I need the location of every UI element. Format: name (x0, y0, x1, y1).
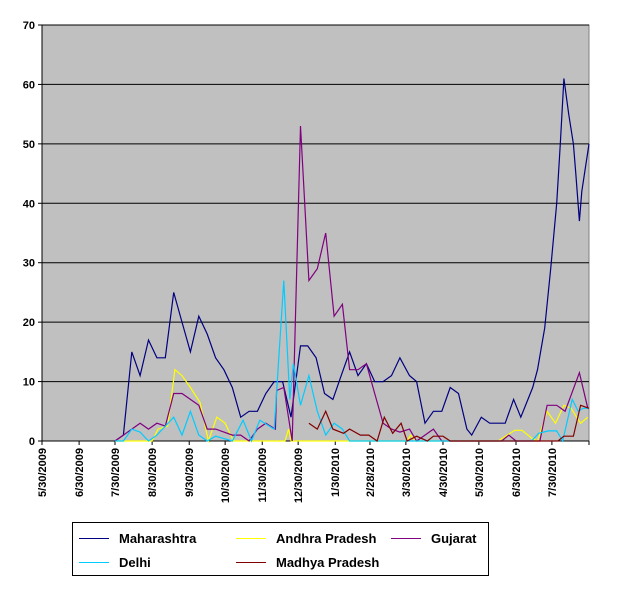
x-tick-label: 3/30/2010 (401, 448, 413, 497)
legend-item-madhya-pradesh: Madhya Pradesh (236, 554, 379, 570)
y-tick-label: 60 (23, 79, 35, 91)
x-tick-label: 2/28/2010 (365, 448, 377, 497)
x-tick-label: 8/30/2009 (147, 448, 159, 497)
legend-swatch (79, 537, 109, 539)
y-tick-label: 20 (23, 317, 35, 329)
x-tick-label: 4/30/2010 (438, 448, 450, 497)
legend-label: Gujarat (431, 530, 477, 546)
legend-item-andhra-pradesh: Andhra Pradesh (236, 530, 376, 546)
legend-swatch (236, 537, 266, 539)
legend-swatch (236, 561, 266, 563)
series-line-madhya-pradesh (308, 404, 590, 442)
x-tick-label: 5/30/2010 (474, 448, 486, 497)
x-tick-label: 7/30/2010 (547, 448, 559, 497)
y-tick-label: 70 (23, 20, 35, 32)
x-tick-label: 1/30/2010 (330, 448, 342, 497)
legend-label: Delhi (119, 554, 151, 570)
legend-label: Maharashtra (119, 530, 197, 546)
legend: Maharashtra Andhra Pradesh Gujarat Delhi… (72, 522, 489, 576)
x-tick-label: 5/30/2009 (37, 448, 49, 497)
series-line-maharashtra (114, 78, 590, 442)
x-tick-label: 7/30/2009 (110, 448, 122, 497)
x-tick-label: 9/30/2009 (184, 448, 196, 497)
legend-swatch (391, 537, 421, 539)
y-tick-label: 30 (23, 258, 35, 270)
legend-item-maharashtra: Maharashtra (79, 530, 196, 546)
legend-item-delhi: Delhi (79, 554, 151, 570)
legend-label: Madhya Pradesh (276, 554, 380, 570)
legend-item-gujarat: Gujarat (391, 530, 477, 546)
legend-swatch (79, 561, 109, 563)
x-tick-label: 11/30/2009 (257, 448, 269, 502)
x-tick-label: 10/30/2009 (220, 448, 232, 503)
x-tick-label: 6/30/2009 (74, 448, 86, 497)
legend-label: Andhra Pradesh (276, 530, 377, 546)
x-tick-label: 12/30/2009 (293, 448, 305, 503)
x-tick-label: 6/30/2010 (511, 448, 523, 497)
y-tick-label: 40 (23, 198, 35, 210)
series-line-andhra-pradesh (115, 368, 589, 444)
line-chart: 0 10 20 30 40 50 60 70 5/30/2009 6/30/2009 7/30/20… (23, 20, 590, 503)
y-tick-label: 10 (23, 377, 35, 389)
series-line-delhi (115, 280, 589, 443)
y-tick-label: 50 (23, 139, 35, 151)
plot-area (41, 24, 590, 442)
y-tick-label: 0 (29, 436, 35, 448)
